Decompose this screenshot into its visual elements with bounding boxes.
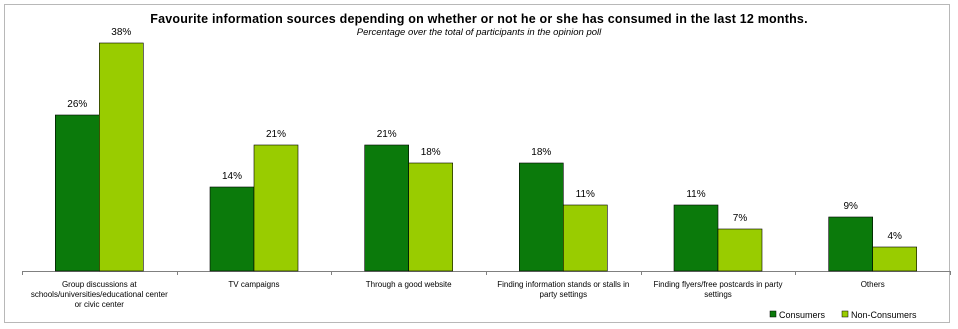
x-tick-label: party settings <box>540 290 588 299</box>
bar-consumers <box>54 114 100 272</box>
bar-consumers <box>209 186 255 272</box>
legend-item-non-consumers: Non-Consumers <box>851 310 917 320</box>
x-tick-label: Group discussions at <box>62 280 137 289</box>
bar-consumers <box>828 216 874 272</box>
data-label: 9% <box>843 201 858 212</box>
x-tick-label: Others <box>861 280 885 289</box>
bar-consumers <box>673 204 719 272</box>
bar-non-consumers <box>717 228 763 272</box>
data-label: 11% <box>686 189 705 200</box>
data-label: 21% <box>377 129 397 140</box>
data-label: 18% <box>531 147 551 158</box>
data-label: 21% <box>266 129 286 140</box>
data-label: 7% <box>733 213 748 224</box>
legend-swatch <box>841 310 849 318</box>
data-label: 38% <box>111 27 131 38</box>
bar-non-consumers <box>562 204 608 272</box>
data-label: 11% <box>576 189 595 200</box>
data-label: 18% <box>421 147 441 158</box>
x-tick-label: Finding flyers/free postcards in party <box>654 280 783 289</box>
chart-title: Favourite information sources depending … <box>150 12 808 26</box>
x-tick-label: Finding information stands or stalls in <box>497 280 629 289</box>
x-tick-label: TV campaigns <box>228 280 279 289</box>
bar-consumers <box>364 144 410 272</box>
legend-item-consumers: Consumers <box>779 310 826 320</box>
x-tick-label: Through a good website <box>366 280 452 289</box>
bar-non-consumers <box>408 162 454 272</box>
chart-subtitle: Percentage over the total of participant… <box>356 27 602 38</box>
x-tick-label: schools/universities/educational center <box>31 290 168 299</box>
bar-non-consumers <box>872 246 918 272</box>
data-label: 4% <box>887 231 902 242</box>
data-label: 14% <box>222 171 242 182</box>
chart-frame <box>4 4 950 323</box>
data-label: 26% <box>67 99 87 110</box>
bar-consumers <box>518 162 564 272</box>
bar-non-consumers <box>253 144 299 272</box>
bar-non-consumers <box>99 42 144 272</box>
legend-swatch <box>769 310 777 318</box>
x-tick-label: or civic center <box>75 300 125 309</box>
x-tick-label: settings <box>704 290 732 299</box>
